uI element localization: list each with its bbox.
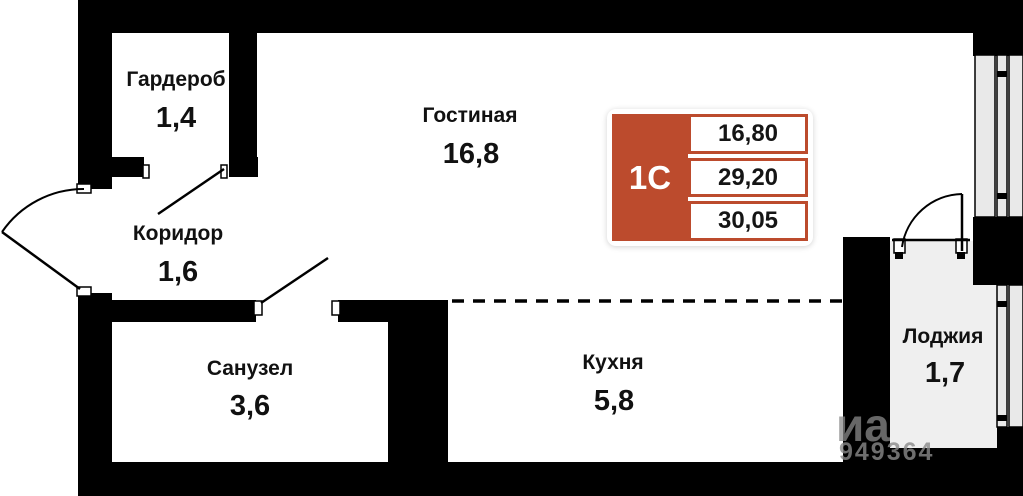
room-area-living: 16,8 [443, 138, 499, 170]
room-area-kitchen: 5,8 [594, 385, 634, 417]
jamb-wardrobe-left [142, 164, 150, 179]
unit-values: 16,80 29,20 30,05 [688, 114, 808, 242]
window-living [974, 54, 1023, 218]
room-label-kitchen: Кухня [582, 351, 643, 374]
unit-value-total-area: 29,20 [688, 157, 808, 198]
wall-top [78, 0, 1023, 33]
wall-corridor-south [78, 300, 256, 322]
loggia-door-arc [901, 193, 963, 248]
window-mullion [997, 301, 1007, 307]
wall-below-loggia-window [997, 427, 1023, 449]
room-area-wardrobe: 1,4 [156, 102, 196, 134]
wall-loggia-top-right [973, 217, 1023, 285]
window-mullion [997, 415, 1007, 421]
window-pane [1008, 284, 1023, 428]
wall-wardrobe-bottom-right [229, 157, 258, 177]
entrance-door-arc [1, 187, 85, 233]
wall-wardrobe-right [229, 33, 257, 177]
window-pane [996, 54, 1008, 218]
wall-loggia-left [843, 237, 890, 448]
wall-wardrobe-bottom-left [112, 157, 144, 177]
watermark-id: 949364 [839, 438, 934, 466]
room-label-bathroom: Санузел [207, 357, 293, 380]
bathroom-door-leaf [260, 256, 329, 305]
jamb-bathroom-left [253, 300, 263, 316]
entrance-door-leaf [1, 230, 81, 291]
window-pane [996, 284, 1008, 428]
window-loggia [996, 284, 1023, 428]
room-area-loggia: 1,7 [925, 357, 965, 389]
loggia-floor [890, 241, 997, 448]
room-label-loggia: Лоджия [903, 325, 984, 348]
unit-info-badge: 1С 16,80 29,20 30,05 [607, 109, 813, 246]
wall-kitchen-top [338, 300, 448, 322]
wardrobe-door-leaf [157, 167, 225, 216]
room-area-bathroom: 3,6 [230, 390, 270, 422]
unit-value-living-area: 16,80 [688, 114, 808, 154]
jamb-entrance-bottom [76, 286, 92, 297]
wall-loggia-bottom [843, 448, 1023, 496]
wall-top-right-corner [973, 33, 1023, 56]
doors [1, 167, 970, 305]
room-label-corridor: Коридор [133, 222, 223, 245]
unit-type-cell: 1С [612, 114, 688, 241]
window-pane [1008, 54, 1023, 218]
walls [78, 0, 1023, 496]
jamb-bathroom-right [331, 300, 341, 316]
unit-value-full-area: 30,05 [688, 201, 808, 242]
jamb-loggia-right-block [957, 252, 965, 259]
room-labels: Гардероб 1,4 Гостиная 16,8 Коридор 1,6 С… [126, 68, 983, 422]
wall-wardrobe-left [78, 0, 112, 189]
room-area-corridor: 1,6 [158, 256, 198, 288]
room-label-wardrobe: Гардероб [126, 68, 225, 91]
window-pane [974, 54, 996, 218]
wall-bathroom-kitchen [388, 322, 448, 462]
window-mullion [997, 193, 1007, 199]
room-label-living: Гостиная [423, 104, 518, 127]
window-mullion [997, 71, 1007, 77]
jamb-loggia-left-block [895, 252, 903, 259]
